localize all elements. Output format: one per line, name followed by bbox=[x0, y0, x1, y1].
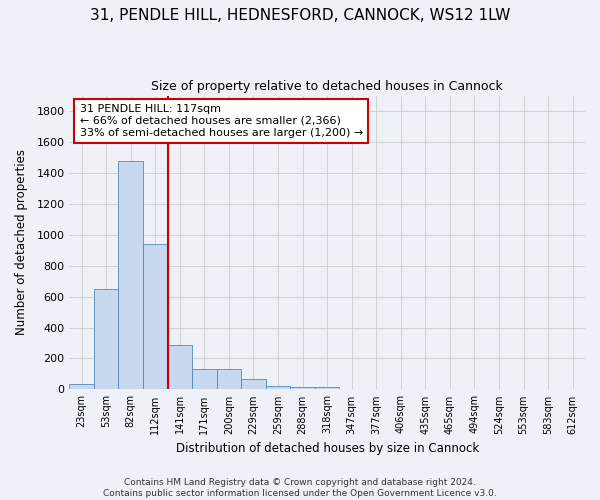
X-axis label: Distribution of detached houses by size in Cannock: Distribution of detached houses by size … bbox=[176, 442, 479, 455]
Bar bbox=[70, 384, 94, 390]
Bar bbox=[266, 386, 290, 390]
Y-axis label: Number of detached properties: Number of detached properties bbox=[15, 150, 28, 336]
Text: 31 PENDLE HILL: 117sqm
← 66% of detached houses are smaller (2,366)
33% of semi-: 31 PENDLE HILL: 117sqm ← 66% of detached… bbox=[80, 104, 363, 138]
Bar bbox=[192, 370, 217, 390]
Bar bbox=[241, 380, 266, 390]
Bar bbox=[94, 289, 118, 390]
Bar bbox=[167, 344, 192, 390]
Bar bbox=[143, 244, 167, 390]
Bar bbox=[217, 370, 241, 390]
Title: Size of property relative to detached houses in Cannock: Size of property relative to detached ho… bbox=[151, 80, 503, 93]
Bar bbox=[290, 387, 315, 390]
Bar bbox=[315, 387, 340, 390]
Text: Contains HM Land Registry data © Crown copyright and database right 2024.
Contai: Contains HM Land Registry data © Crown c… bbox=[103, 478, 497, 498]
Bar bbox=[118, 160, 143, 390]
Text: 31, PENDLE HILL, HEDNESFORD, CANNOCK, WS12 1LW: 31, PENDLE HILL, HEDNESFORD, CANNOCK, WS… bbox=[90, 8, 510, 22]
